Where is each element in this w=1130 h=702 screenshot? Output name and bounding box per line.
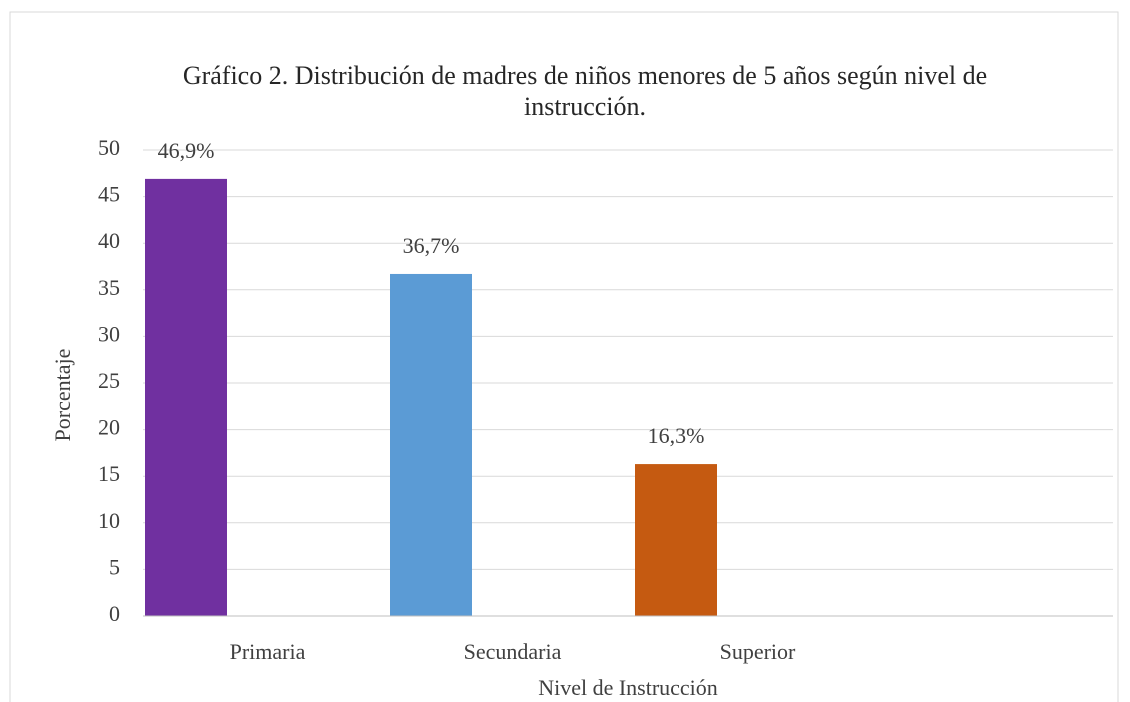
chart-frame bbox=[9, 11, 1119, 702]
data-label: 36,7% bbox=[403, 233, 460, 258]
y-tick-label: 25 bbox=[98, 368, 120, 393]
y-tick-label: 35 bbox=[98, 275, 120, 300]
y-tick-label: 15 bbox=[98, 461, 120, 486]
bar bbox=[635, 464, 717, 616]
y-tick-label: 50 bbox=[98, 135, 120, 160]
data-label: 46,9% bbox=[158, 138, 215, 163]
y-tick-label: 40 bbox=[98, 228, 120, 253]
y-tick-label: 10 bbox=[98, 508, 120, 533]
y-tick-label: 20 bbox=[98, 415, 120, 440]
bar bbox=[390, 273, 472, 616]
y-tick-label: 5 bbox=[109, 554, 120, 579]
x-tick-label: Secundaria bbox=[464, 639, 562, 664]
chart-title: Gráfico 2. Distribución de madres de niñ… bbox=[182, 61, 988, 121]
y-tick-label: 45 bbox=[98, 182, 120, 207]
x-tick-label: Superior bbox=[720, 639, 796, 664]
y-tick-label: 30 bbox=[98, 321, 120, 346]
data-label: 16,3% bbox=[648, 423, 705, 448]
bar bbox=[145, 178, 227, 616]
x-tick-label: Primaria bbox=[230, 639, 306, 664]
x-axis-label: Nivel de Instrucción bbox=[538, 675, 718, 700]
y-tick-label: 0 bbox=[109, 601, 120, 626]
y-axis-label: Porcentaje bbox=[50, 349, 75, 442]
